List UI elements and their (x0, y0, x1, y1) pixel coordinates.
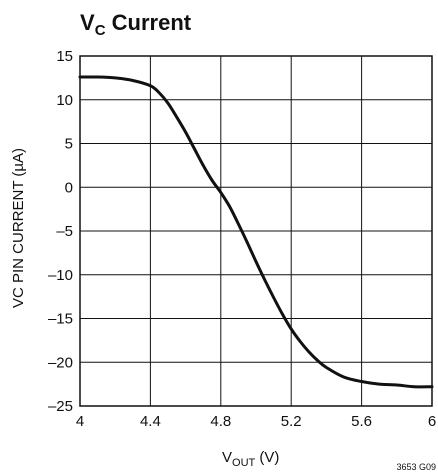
x-axis-label: VOUT (V) (222, 449, 279, 469)
chart-title-subscript: C (95, 22, 106, 39)
x-tick-label: 4.4 (140, 413, 161, 430)
y-tick-label: –20 (48, 354, 73, 371)
y-tick-label: –5 (56, 223, 73, 240)
figure-code: 3653 G09 (396, 462, 436, 472)
y-tick-label: –15 (48, 311, 73, 328)
x-tick-label: 4.8 (210, 413, 231, 430)
x-tick-label: 5.6 (351, 413, 372, 430)
y-tick-label: –10 (48, 267, 73, 284)
y-tick-label: 5 (65, 136, 73, 153)
chart-title: VC Current (80, 10, 192, 39)
y-tick-label: 10 (56, 92, 73, 109)
y-tick-label: 15 (56, 48, 73, 65)
x-axis-label-rest: (V) (255, 449, 279, 466)
x-axis-label-subscript: OUT (232, 457, 256, 469)
y-tick-label: –25 (48, 398, 73, 415)
chart-title-main: V (80, 10, 95, 35)
x-tick-labels: 4 4.4 4.8 5.2 5.6 6 (76, 413, 436, 430)
series-line-vc-current (80, 77, 432, 387)
y-tick-label: 0 (65, 179, 73, 196)
grid-lines (80, 56, 432, 406)
x-tick-label: 6 (428, 413, 436, 430)
x-tick-label: 4 (76, 413, 84, 430)
x-tick-label: 5.2 (281, 413, 302, 430)
chart-title-rest: Current (106, 10, 192, 35)
y-tick-labels: 15 10 5 0 –5 –10 –15 –20 –25 (48, 48, 73, 415)
x-axis-label-main: V (222, 449, 232, 466)
y-axis-label: VC PIN CURRENT (µA) (10, 148, 27, 308)
